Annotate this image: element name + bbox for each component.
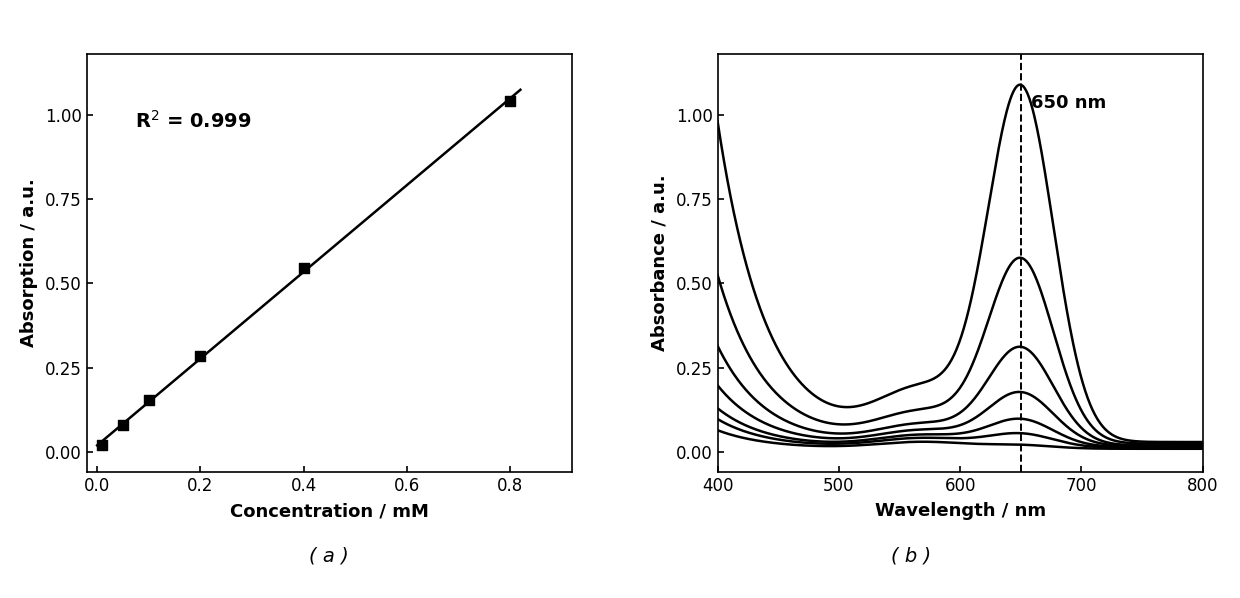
Point [113, 420, 133, 430]
Point [294, 263, 314, 273]
Point [191, 351, 211, 361]
Point [92, 441, 112, 450]
Point [139, 395, 159, 405]
Text: ( a ): ( a ) [309, 547, 348, 566]
Text: ( b ): ( b ) [892, 547, 931, 566]
Text: R$^2$ = 0.999: R$^2$ = 0.999 [135, 110, 252, 132]
X-axis label: Wavelength / nm: Wavelength / nm [874, 502, 1045, 520]
X-axis label: Concentration / mM: Concentration / mM [229, 502, 429, 520]
Point [500, 96, 520, 106]
Text: 650 nm: 650 nm [1030, 94, 1106, 112]
Y-axis label: Absorption / a.u.: Absorption / a.u. [20, 179, 38, 347]
Y-axis label: Absorbance / a.u.: Absorbance / a.u. [651, 175, 668, 352]
